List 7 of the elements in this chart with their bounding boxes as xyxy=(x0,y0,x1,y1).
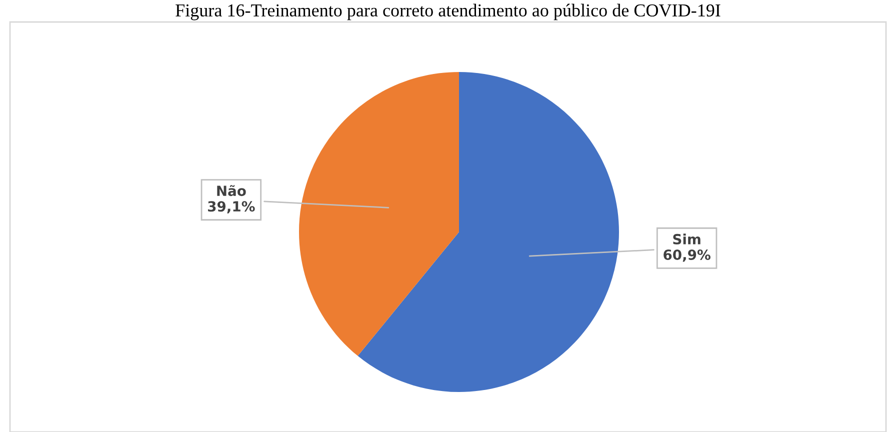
data-label: 39,1% xyxy=(208,201,255,214)
data-label: 60,9% xyxy=(664,249,710,262)
chart-title: Figura 16-Treinamento para correto atendimento ao público de COVID-19I xyxy=(176,4,720,20)
pie-slice xyxy=(299,72,459,356)
slice-label: Sim xyxy=(673,234,700,244)
slice-label: Não xyxy=(217,185,246,196)
pie-slice xyxy=(358,72,619,392)
